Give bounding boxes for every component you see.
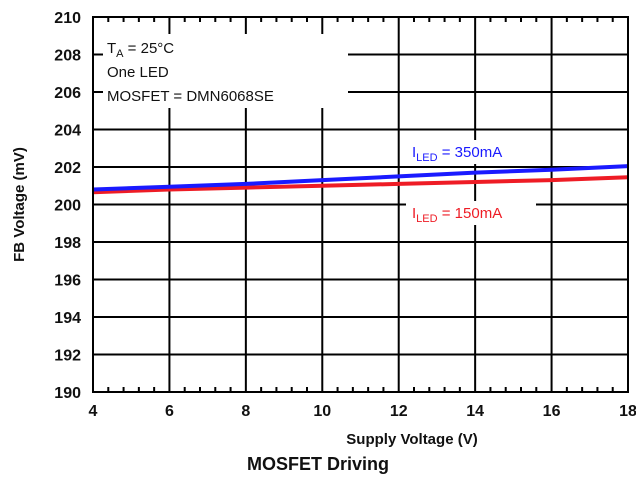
- condition-led-count: One LED: [107, 64, 169, 81]
- grid-layer: [92, 16, 629, 393]
- i-symbol: I: [412, 205, 416, 222]
- y-tick-label: 206: [54, 85, 81, 102]
- y-tick-label: 210: [54, 10, 81, 27]
- x-axis-title: Supply Voltage (V): [346, 431, 477, 448]
- series-label-350ma-background: [406, 140, 536, 164]
- x-tick-label: 14: [466, 403, 484, 420]
- x-tick-labels: 4 6 8 10 12 14 16 18: [89, 403, 636, 420]
- y-axis-title: FB Voltage (mV): [11, 147, 28, 262]
- led-subscript: LED: [416, 213, 437, 225]
- series-layer: [92, 164, 629, 195]
- chart: 4 6 8 10 12 14 16 18 190 192 194 196 198 200 202 204 20…: [11, 10, 636, 448]
- x-tick-label: 12: [390, 403, 408, 420]
- x-tick-label: 18: [619, 403, 636, 420]
- series-label-150ma: ILED = 150mA: [406, 201, 536, 225]
- temp-subscript: A: [116, 48, 124, 60]
- condition-mosfet: MOSFET = DMN6068SE: [107, 88, 274, 105]
- series-line-150ma: [92, 175, 629, 195]
- series-label-350ma: ILED = 350mA: [406, 140, 536, 164]
- figure-caption: MOSFET Driving: [246, 454, 389, 474]
- current-value: = 150mA: [438, 205, 503, 222]
- y-tick-label: 190: [54, 385, 81, 402]
- series-label-150ma-text: ILED = 150mA: [412, 205, 502, 225]
- i-symbol: I: [412, 144, 416, 161]
- y-tick-label: 208: [54, 48, 81, 65]
- x-tick-label: 16: [543, 403, 561, 420]
- y-tick-label: 196: [54, 273, 81, 290]
- x-tick-label: 4: [89, 403, 98, 420]
- temp-value: = 25°C: [124, 40, 175, 57]
- series-line-350ma: [92, 164, 629, 192]
- y-tick-label: 198: [54, 235, 81, 252]
- y-tick-label: 192: [54, 348, 81, 365]
- plot-frame: [92, 16, 629, 393]
- y-tick-label: 200: [54, 198, 81, 215]
- x-tick-label: 6: [165, 403, 174, 420]
- y-tick-label: 204: [54, 123, 81, 140]
- y-tick-label: 202: [54, 160, 81, 177]
- x-tick-label: 10: [313, 403, 331, 420]
- led-subscript: LED: [416, 152, 437, 164]
- x-tick-label: 8: [241, 403, 250, 420]
- series-label-350ma-text: ILED = 350mA: [412, 144, 502, 164]
- condition-temperature: TA = 25°C: [107, 40, 174, 60]
- y-tick-labels: 190 192 194 196 198 200 202 204 206 208 210: [54, 10, 81, 402]
- conditions-background: [103, 34, 348, 108]
- current-value: = 350mA: [438, 144, 503, 161]
- y-tick-label: 194: [54, 310, 81, 327]
- temp-symbol: T: [107, 40, 116, 57]
- test-conditions-box: TA = 25°C One LED MOSFET = DMN6068SE: [103, 34, 348, 108]
- series-label-150ma-background: [406, 201, 536, 225]
